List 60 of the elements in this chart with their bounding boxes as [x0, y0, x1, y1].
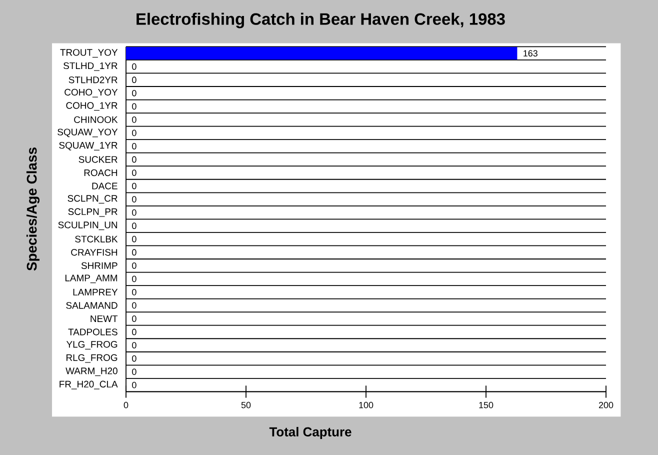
y-tick-label: COHO_1YR: [66, 102, 118, 111]
y-tick-label: CHINOOK: [74, 116, 118, 124]
data-label: 0: [132, 143, 136, 150]
y-tick-label: FR_H20_CLA: [60, 380, 118, 390]
x-tick-label: 50: [241, 402, 251, 408]
y-tick-label: COHO_YOY: [64, 88, 118, 98]
data-label: 0: [132, 63, 136, 70]
y-tick-label: LAMPREY: [73, 288, 118, 296]
y-tick-label: DACE: [92, 182, 118, 190]
y-tick-label: ROACH: [84, 169, 118, 176]
data-label: 0: [132, 342, 136, 348]
data-label: 0: [132, 222, 136, 230]
y-tick-label: RLG_FROG: [66, 354, 118, 363]
x-tick-label: 200: [598, 402, 614, 408]
y-tick-label: TROUT_YOY: [60, 49, 118, 58]
y-tick-label: SHRIMP: [81, 262, 118, 269]
x-tick-label: 150: [479, 402, 494, 408]
y-axis-title: Species/Age Class: [26, 148, 40, 271]
y-tick-label: SQUAW_YOY: [58, 128, 118, 138]
data-label: 0: [132, 170, 136, 176]
data-label: 0: [132, 116, 136, 123]
data-label: 0: [132, 355, 136, 362]
y-tick-label: SUCKER: [78, 156, 118, 163]
y-tick-label: SALAMAND: [66, 302, 118, 309]
y-tick-label: NEWT: [90, 315, 118, 322]
data-label: 0: [132, 130, 136, 136]
x-axis-title: Total Capture: [269, 426, 352, 440]
data-label: 0: [132, 236, 136, 242]
data-label: 0: [132, 302, 136, 309]
x-tick-label: 100: [359, 402, 374, 408]
data-label: 163: [524, 50, 538, 57]
y-tick-label: SCLPN_CR: [68, 195, 118, 204]
data-label: 0: [132, 103, 136, 110]
chart-title: Electrofishing Catch in Bear Haven Creek, 1983: [136, 12, 505, 28]
y-tick-label: WARM_H20: [66, 368, 118, 376]
y-tick-label: YLG_FROG: [66, 341, 118, 350]
y-tick-label: SCLPN_PR: [68, 208, 118, 217]
y-tick-label: STCKLBK: [75, 236, 118, 242]
data-label: 0: [132, 249, 136, 256]
data-label: 0: [132, 328, 136, 336]
data-label: 0: [132, 316, 136, 322]
y-tick-label: SCULPIN_UN: [58, 222, 118, 230]
data-label: 0: [132, 196, 136, 202]
x-tick-label: 0: [124, 402, 128, 408]
data-label: 0: [132, 209, 136, 216]
data-label: 0: [132, 156, 136, 163]
data-label: 0: [132, 368, 136, 375]
y-tick-label: SQUAW_1YR: [59, 142, 118, 150]
data-label: 0: [132, 288, 136, 296]
data-label: 0: [132, 90, 136, 96]
data-label: 0: [132, 182, 136, 190]
data-label: 0: [132, 262, 136, 269]
data-label: 0: [132, 276, 136, 282]
y-tick-label: STLHD_1YR: [64, 62, 118, 71]
y-tick-label: CRAYFISH: [71, 249, 118, 256]
data-label: 0: [132, 76, 136, 84]
data-label: 0: [132, 382, 136, 388]
y-tick-label: LAMP_AMM: [65, 274, 118, 284]
y-tick-label: TADPOLES: [68, 328, 118, 336]
y-tick-label: STLHD2YR: [68, 76, 118, 84]
